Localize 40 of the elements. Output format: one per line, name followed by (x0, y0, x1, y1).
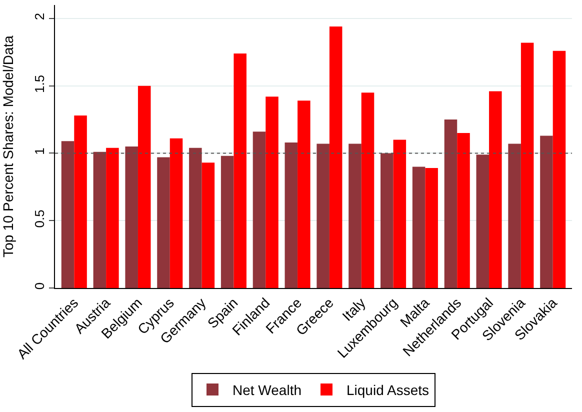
bar (170, 138, 183, 288)
bar (266, 96, 278, 288)
bar (220, 156, 234, 288)
bar (106, 148, 119, 288)
y-tick-label: 1 (32, 148, 47, 155)
bar (202, 162, 215, 288)
bar (234, 54, 246, 288)
bar (316, 144, 330, 288)
bar (157, 157, 170, 288)
bar (284, 142, 298, 288)
bar (298, 100, 310, 288)
legend-label: Liquid Assets (346, 382, 429, 398)
y-tick-label: 2 (32, 12, 47, 20)
bar (74, 116, 87, 288)
bar (540, 136, 553, 288)
bar (476, 154, 490, 288)
bar (361, 92, 374, 288)
bar (393, 140, 406, 288)
bar (457, 133, 470, 288)
bar (412, 166, 426, 288)
bar (252, 132, 266, 288)
y-tick-label: 1.5 (32, 74, 47, 93)
bar (520, 42, 534, 288)
y-tick-label: 0.5 (32, 210, 47, 228)
bar (348, 144, 362, 288)
bar (489, 91, 502, 288)
y-tick-label: 0 (32, 282, 47, 290)
bar (552, 50, 566, 288)
y-axis-title: Top 10 Percent Shares: Model/Data (0, 35, 16, 258)
bar (329, 26, 342, 288)
bar (93, 152, 106, 288)
bar (125, 146, 138, 288)
bar (380, 153, 394, 288)
bar (138, 86, 151, 288)
bar (444, 120, 458, 288)
legend-label: Net Wealth (232, 382, 302, 398)
bar (508, 144, 521, 288)
bar (425, 168, 438, 288)
bar (189, 148, 202, 288)
bar (61, 141, 74, 288)
